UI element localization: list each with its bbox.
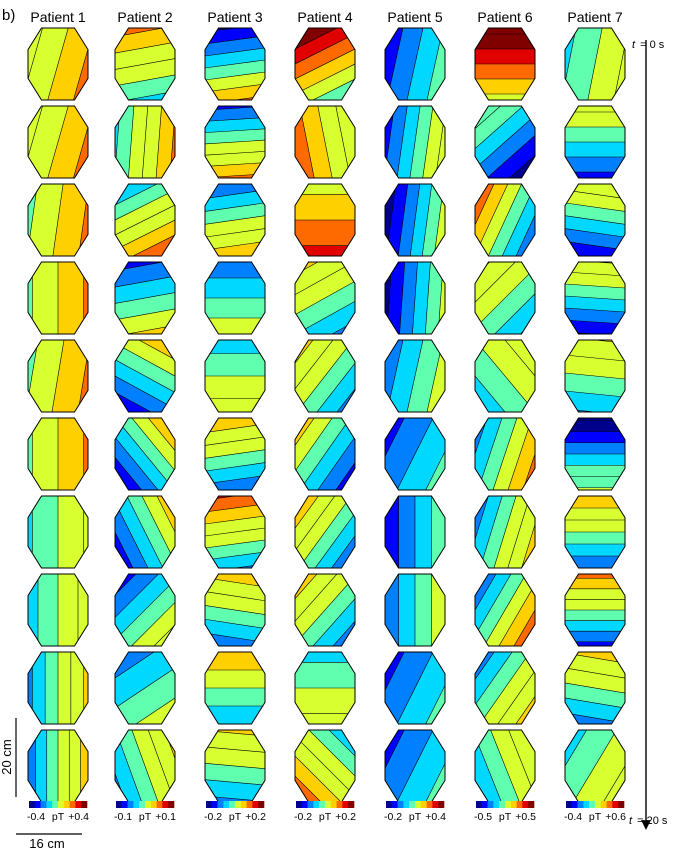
time-axis: t = 0 s t = 20 s — [629, 39, 668, 828]
colorbar-min-label: -0.1 — [114, 811, 132, 823]
colorbar-max-label: +0.4 — [68, 811, 89, 823]
colorbar-patient-1: -0.4 pT +0.4 — [27, 801, 89, 823]
patient-1-header: Patient 1 — [30, 9, 85, 25]
colorbar-unit-label: pT — [139, 811, 152, 823]
colorbar-max-label: +0.2 — [245, 811, 266, 823]
horizontal-scale-label: 16 cm — [29, 836, 64, 851]
colorbar-patient-4: -0.2 pT +0.2 — [294, 801, 356, 823]
colorbars: -0.4 pT +0.4 -0.1 pT +0.1 -0.2 pT +0.2 -0.2 pT +0.2… — [27, 801, 626, 823]
colorbar-patient-6: -0.5 pT +0.5 — [474, 801, 536, 823]
colorbar-unit-label: pT — [499, 811, 512, 823]
colorbar-min-label: -0.4 — [564, 811, 582, 823]
colorbar-max-label: +0.2 — [335, 811, 356, 823]
colorbar-max-label: +0.1 — [155, 811, 176, 823]
patient-7-header: Patient 7 — [567, 9, 622, 25]
colorbar-max-label: +0.6 — [605, 811, 626, 823]
colorbar-min-label: -0.2 — [294, 811, 312, 823]
colorbar-patient-3: -0.2 pT +0.2 — [204, 801, 266, 823]
colorbar-patient-7: -0.4 pT +0.6 — [564, 801, 626, 823]
vertical-scale-label: 20 cm — [0, 739, 14, 774]
colorbar-patient-5: -0.2 pT +0.4 — [384, 801, 446, 823]
colorbar-unit-label: pT — [319, 811, 332, 823]
colorbar-min-label: -0.5 — [474, 811, 492, 823]
colorbar-unit-label: pT — [589, 811, 602, 823]
time-end-label: t = 20 s — [629, 815, 668, 827]
patient-6-header: Patient 6 — [477, 9, 532, 25]
column-headers: Patient 1 Patient 2 Patient 3 Patient 4 … — [30, 9, 622, 25]
patient-2-header: Patient 2 — [117, 9, 172, 25]
patient-4-header: Patient 4 — [297, 9, 352, 25]
colorbar-unit-label: pT — [229, 811, 242, 823]
colorbar-unit-label: pT — [52, 811, 65, 823]
colorbar-patient-2: -0.1 pT +0.1 — [114, 801, 176, 823]
colorbar-max-label: +0.5 — [515, 811, 536, 823]
time-start-label: t = 0 s — [632, 39, 665, 51]
colorbar-min-label: -0.4 — [27, 811, 45, 823]
colorbar-min-label: -0.2 — [384, 811, 402, 823]
colorbar-max-label: +0.4 — [425, 811, 446, 823]
colorbar-unit-label: pT — [409, 811, 422, 823]
patient-3-header: Patient 3 — [207, 9, 262, 25]
panel-label: b) — [2, 7, 15, 24]
patient-5-header: Patient 5 — [387, 9, 442, 25]
colorbar-min-label: -0.2 — [204, 811, 222, 823]
